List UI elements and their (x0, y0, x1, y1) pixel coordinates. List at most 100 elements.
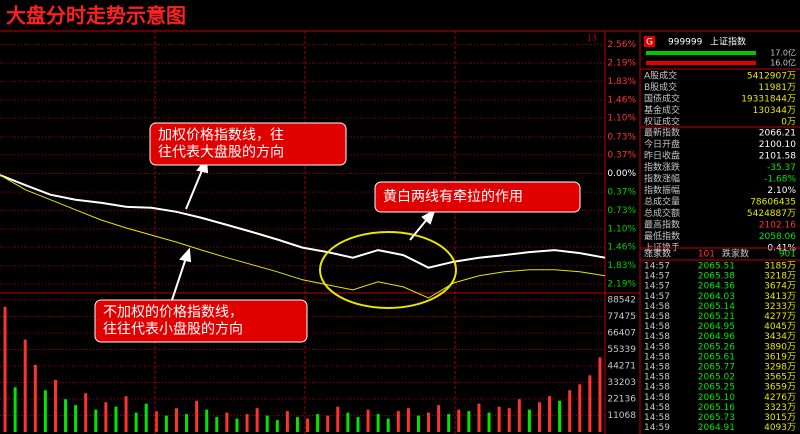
tick-price: 2065.21 (698, 312, 735, 322)
annotation-box (149, 122, 347, 166)
row-label: 今日开盘 (644, 138, 680, 150)
volume-bar (477, 403, 481, 432)
tick-volume: 3323万 (764, 403, 796, 413)
tick-time: 14:58 (644, 302, 670, 312)
volume-bar (437, 405, 441, 432)
row-value: 19331844万 (741, 95, 796, 105)
row-value: 130344万 (753, 106, 796, 116)
volume-bar (487, 412, 491, 432)
volume-bar (33, 364, 37, 432)
row-label: 指数涨幅 (644, 173, 680, 185)
volume-bar (185, 414, 189, 432)
volume-bar (537, 402, 541, 432)
volume-bar (164, 415, 168, 432)
breadth-item: 901 (779, 250, 796, 260)
row-label: 最高指数 (644, 219, 680, 231)
y-tick-label: 2.56% (607, 40, 636, 50)
row-value: 2102.16 (759, 221, 796, 231)
y-tick-label: 1.46% (607, 95, 636, 105)
row-value: 2101.58 (759, 152, 796, 162)
tick-time: 14:57 (644, 272, 670, 282)
tick-time: 14:58 (644, 332, 670, 342)
tick-volume: 3565万 (764, 373, 796, 383)
ratio-bar (646, 61, 756, 65)
arrowhead (421, 208, 436, 225)
volume-bar (598, 357, 602, 432)
volume-bar (336, 406, 340, 432)
volume-bar (416, 415, 420, 432)
tick-time: 14:58 (644, 413, 670, 423)
y-tick-label: 1.83% (607, 77, 636, 87)
volume-bar (225, 412, 229, 432)
y-tick-label: 11068 (607, 411, 636, 421)
volume-bar (144, 403, 148, 432)
y-tick-label: 66407 (607, 328, 636, 338)
row-label: B股成交 (644, 81, 677, 93)
volume-bar (13, 387, 17, 432)
tick-time: 14:57 (644, 262, 670, 272)
tick-time: 14:57 (644, 292, 670, 302)
tick-time: 14:58 (644, 403, 670, 413)
row-value: 5424887万 (747, 209, 796, 219)
tick-time: 14:58 (644, 383, 670, 393)
row-label: 指数振幅 (644, 184, 680, 196)
arrows (171, 157, 436, 301)
tick-time: 14:57 (644, 282, 670, 292)
y-tick-label: 55339 (607, 345, 636, 355)
highlight-ellipse (319, 231, 457, 309)
volume-bar (548, 396, 552, 432)
ratio-label: 16.0亿 (770, 58, 796, 68)
tick-time: 14:58 (644, 312, 670, 322)
tick-volume: 3890万 (764, 342, 796, 352)
tick-volume: 3434万 (764, 332, 796, 342)
volume-bar (507, 408, 511, 432)
tick-price: 2065.38 (698, 272, 735, 282)
row-label: 昨日收盘 (644, 150, 680, 162)
tick-volume: 4276万 (764, 393, 796, 403)
y-tick-label: 2.19% (607, 59, 636, 69)
volume-bar (558, 400, 562, 432)
row-label: A股成交 (644, 70, 677, 82)
volume-bar (578, 384, 582, 432)
volume-bar (517, 399, 521, 432)
volume-bar (457, 409, 461, 432)
stock-name: 上证指数 (710, 36, 746, 48)
volume-bar (43, 390, 47, 432)
volume-bar (346, 412, 350, 432)
volume-bar (215, 417, 219, 432)
row-value: 11981万 (758, 83, 796, 93)
annotation-box (94, 299, 308, 343)
corner-label: 13 (587, 34, 597, 43)
volume-bar (295, 417, 299, 432)
index-line (0, 174, 606, 269)
row-label: 权证成交 (644, 116, 680, 128)
y-tick-label: 2.19% (607, 279, 636, 289)
ratio-bar (646, 51, 756, 55)
tick-price: 2065.14 (698, 302, 735, 312)
annotation-text: 加权价格指数线，往 (158, 128, 284, 144)
volume-bar (195, 400, 199, 432)
row-label: 最新指数 (644, 127, 680, 139)
tick-volume: 4045万 (764, 322, 796, 332)
row-label: 指数涨跌 (644, 161, 680, 173)
volume-bar (568, 390, 572, 432)
tick-volume: 3674万 (764, 282, 796, 292)
arrowhead (179, 247, 192, 263)
tick-price: 2064.96 (698, 332, 735, 342)
tick-price: 2064.95 (698, 322, 735, 332)
tick-volume: 3233万 (764, 302, 796, 312)
volume-bar (23, 339, 27, 432)
y-tick-label: 1.83% (607, 261, 636, 271)
row-label: 总成交量 (644, 196, 680, 208)
y-tick-label: 88542 (607, 296, 636, 306)
volume-bar (366, 409, 370, 432)
tick-time: 14:58 (644, 393, 670, 403)
tick-volume: 3218万 (764, 272, 796, 282)
row-value: 2058.06 (759, 232, 796, 242)
breadth-item: 跌家数 (722, 248, 749, 260)
volume-bar (245, 414, 249, 432)
tick-price: 2065.10 (698, 393, 735, 403)
chart-title: 大盘分时走势示意图 (6, 4, 186, 28)
annotation-box (374, 181, 581, 213)
